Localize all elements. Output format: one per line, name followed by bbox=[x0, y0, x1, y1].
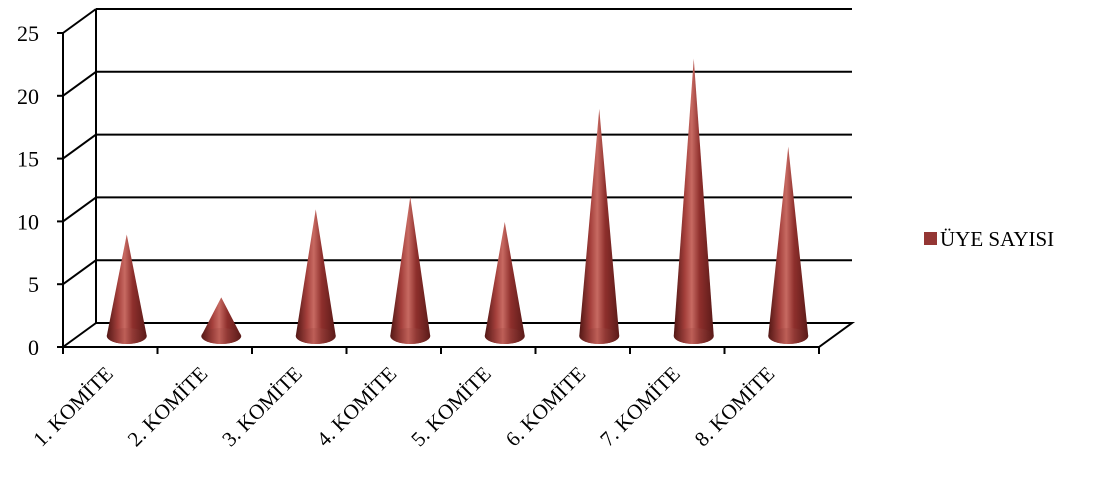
floor-outline bbox=[63, 322, 856, 348]
cone-base-8 bbox=[768, 328, 809, 344]
y-tick-label-10: 10 bbox=[17, 209, 39, 234]
cone-2 bbox=[201, 297, 242, 344]
cone-4 bbox=[390, 196, 431, 344]
category-label-3: 3. KOMİTE bbox=[217, 362, 307, 452]
side-gridline-10 bbox=[62, 196, 97, 223]
cone-5 bbox=[484, 221, 525, 344]
cone-1 bbox=[106, 234, 147, 344]
axes bbox=[57, 9, 856, 354]
y-tick-label-15: 15 bbox=[17, 147, 39, 172]
cone-8 bbox=[768, 146, 809, 344]
cone-body-7 bbox=[673, 58, 714, 345]
cone-body-8 bbox=[768, 146, 809, 344]
category-label-4: 4. KOMİTE bbox=[312, 362, 402, 452]
category-label-1: 1. KOMİTE bbox=[28, 362, 118, 452]
category-label-2: 2. KOMİTE bbox=[123, 362, 213, 452]
labels: 0 5 10 15 20 25 1. KOMİTE 2. KOMİTE 3. KOMİTE 4. … bbox=[17, 21, 779, 451]
cone-6 bbox=[579, 108, 620, 344]
cone-body-4 bbox=[390, 196, 431, 344]
cone-base-4 bbox=[390, 328, 431, 344]
y-tick-label-0: 0 bbox=[28, 335, 39, 360]
side-gridline-5 bbox=[62, 259, 97, 286]
side-gridline-25 bbox=[62, 8, 97, 34]
y-tick-label-20: 20 bbox=[17, 84, 39, 109]
cone-base-6 bbox=[579, 328, 620, 344]
cone-base-1 bbox=[106, 328, 147, 344]
cone-7 bbox=[673, 58, 714, 345]
side-gridline-20 bbox=[62, 70, 97, 97]
cone-base-2 bbox=[201, 328, 242, 344]
legend-swatch bbox=[924, 232, 937, 245]
cone-3 bbox=[295, 209, 336, 344]
cone-base-5 bbox=[484, 328, 525, 344]
gridlines bbox=[62, 8, 852, 348]
legend-label: ÜYE SAYISI bbox=[940, 227, 1054, 251]
category-label-6: 6. KOMİTE bbox=[501, 362, 591, 452]
cone-body-6 bbox=[579, 108, 620, 344]
y-tick-label-5: 5 bbox=[28, 272, 39, 297]
cone-base-7 bbox=[673, 328, 714, 344]
cone-body-1 bbox=[106, 234, 147, 344]
side-gridline-15 bbox=[62, 133, 97, 160]
y-tick-label-25: 25 bbox=[17, 21, 39, 46]
category-label-8: 8. KOMİTE bbox=[690, 362, 780, 452]
side-gridline-0 bbox=[62, 322, 97, 348]
cone-body-3 bbox=[295, 209, 336, 344]
category-label-7: 7. KOMİTE bbox=[595, 362, 685, 452]
cones bbox=[106, 58, 809, 345]
category-label-5: 5. KOMİTE bbox=[406, 362, 496, 452]
cone-base-3 bbox=[295, 328, 336, 344]
legend: ÜYE SAYISI bbox=[924, 227, 1054, 251]
cone-body-5 bbox=[484, 221, 525, 344]
